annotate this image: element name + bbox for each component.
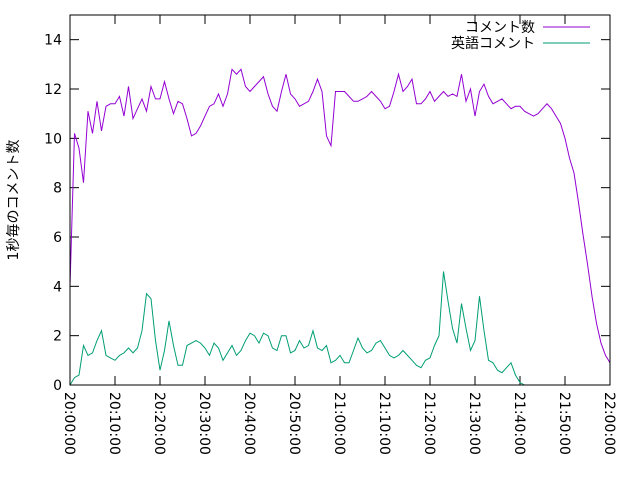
plot-frame xyxy=(69,14,611,386)
x-tick-label: 21:50:00 xyxy=(556,392,572,455)
x-tick-label: 21:00:00 xyxy=(331,392,347,455)
legend-label: 英語コメント xyxy=(451,35,535,52)
x-tick-label: 20:20:00 xyxy=(151,392,167,455)
y-axis-label: 1秒毎のコメント数 xyxy=(6,140,22,261)
x-tick-label: 21:30:00 xyxy=(466,392,482,455)
x-tick-label: 20:00:00 xyxy=(61,392,77,455)
x-tick-label: 20:10:00 xyxy=(106,392,122,455)
ticks-layer: 0 2 4 6 8 10 12 14 20:00:00 20:10:00 20:20:00 20:30… xyxy=(44,15,617,455)
x-tick-label: 20:50:00 xyxy=(286,392,302,455)
x-tick-label: 21:40:00 xyxy=(511,392,527,455)
series-line-2 xyxy=(69,271,610,386)
y-tick-label: 2 xyxy=(53,329,62,345)
y-tick-label: 10 xyxy=(44,131,62,147)
y-tick-label: 8 xyxy=(53,181,62,197)
legend-label: コメント数 xyxy=(465,20,535,36)
x-tick-label: 21:10:00 xyxy=(376,392,392,455)
y-tick-label: 4 xyxy=(53,279,62,295)
y-tick-label: 12 xyxy=(44,82,62,98)
x-tick-label: 20:40:00 xyxy=(241,392,257,455)
series-line-1 xyxy=(69,68,611,364)
x-tick-label: 21:20:00 xyxy=(421,392,437,455)
x-tick-label: 20:30:00 xyxy=(196,392,212,455)
x-tick-label: 22:00:00 xyxy=(601,392,617,455)
y-tick-label: 0 xyxy=(53,378,62,394)
series-layer xyxy=(69,68,611,386)
y-tick-label: 14 xyxy=(44,33,62,49)
y-tick-label: 6 xyxy=(53,230,62,246)
